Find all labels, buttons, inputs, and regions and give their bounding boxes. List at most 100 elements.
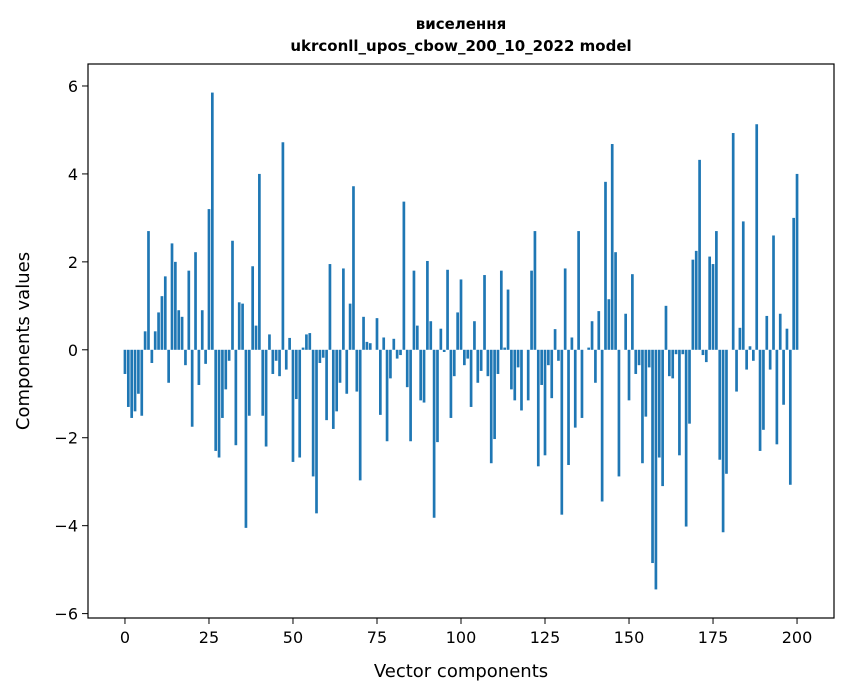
bar (543, 349, 547, 456)
bar (382, 337, 386, 350)
bar (150, 349, 154, 363)
bar (674, 349, 678, 355)
bar (321, 349, 325, 358)
bar (217, 349, 221, 458)
x-tick-label: 100 (446, 628, 477, 647)
bar (338, 349, 342, 383)
bar (221, 349, 224, 418)
bar (486, 349, 490, 377)
bar (258, 173, 261, 350)
bar (244, 349, 248, 528)
bar (305, 334, 308, 350)
bar (657, 349, 661, 458)
bar (137, 349, 140, 394)
bar (573, 349, 577, 428)
bar (516, 349, 520, 368)
bar (170, 243, 174, 350)
bar (190, 349, 194, 427)
bar (318, 349, 322, 363)
x-axis-label: Vector components (374, 661, 548, 682)
bar (261, 349, 265, 416)
bar (691, 259, 695, 350)
bar (325, 349, 328, 421)
bar (405, 349, 409, 388)
y-tick-label: 2 (68, 253, 78, 272)
bar (506, 289, 510, 350)
bar (577, 231, 580, 350)
bar (476, 349, 480, 383)
bar (479, 349, 483, 371)
bar (362, 316, 365, 350)
bar (331, 349, 335, 429)
bar (466, 349, 470, 359)
bar (701, 349, 705, 356)
bar (755, 124, 759, 350)
bar (345, 349, 349, 394)
bar (415, 325, 419, 350)
bar (459, 279, 463, 350)
bar (748, 346, 752, 350)
bar (651, 349, 654, 564)
bar (513, 349, 517, 401)
bar (412, 270, 416, 350)
bar (452, 349, 456, 377)
y-tick-label: 4 (68, 165, 78, 184)
bar (133, 349, 137, 412)
bar (180, 316, 184, 350)
bar (389, 349, 392, 379)
bar (224, 349, 228, 390)
bar (536, 349, 540, 467)
bar (550, 349, 554, 399)
bar (725, 349, 728, 474)
y-tick-label: −2 (54, 429, 78, 448)
bar (530, 270, 533, 350)
bar (264, 349, 268, 447)
bar (227, 349, 231, 361)
bar (624, 313, 628, 350)
bar (352, 186, 355, 350)
bar (664, 305, 668, 350)
bar (681, 349, 685, 355)
bar (627, 349, 631, 401)
bar (123, 349, 127, 374)
bar (694, 250, 698, 350)
bar (358, 349, 362, 481)
bar (301, 347, 305, 350)
bar (775, 349, 779, 445)
x-tick-label: 125 (530, 628, 561, 647)
bar (399, 349, 402, 356)
bar (772, 235, 775, 350)
bar (792, 217, 796, 350)
bar (752, 349, 755, 361)
bar (284, 349, 288, 370)
bar (731, 133, 735, 350)
bar (160, 296, 164, 350)
bar (143, 331, 147, 350)
bar (526, 349, 530, 401)
bar (698, 159, 701, 350)
bar (590, 321, 594, 350)
bar (634, 349, 638, 374)
bar (795, 173, 799, 350)
bar (671, 349, 675, 379)
bar (140, 349, 144, 416)
bar (654, 349, 658, 590)
bar (446, 269, 449, 350)
bar (604, 181, 607, 350)
y-tick-label: 0 (68, 341, 78, 360)
bar (174, 261, 177, 350)
x-tick-label: 175 (698, 628, 729, 647)
bar (788, 349, 792, 485)
bar (570, 337, 574, 350)
bar (617, 349, 621, 477)
bar (520, 349, 523, 411)
bar (708, 256, 712, 350)
bar (718, 349, 722, 460)
bar (785, 328, 789, 350)
bar (688, 349, 691, 424)
bar (355, 349, 359, 392)
bar (661, 349, 664, 487)
bar (432, 349, 436, 518)
bar (271, 349, 275, 374)
